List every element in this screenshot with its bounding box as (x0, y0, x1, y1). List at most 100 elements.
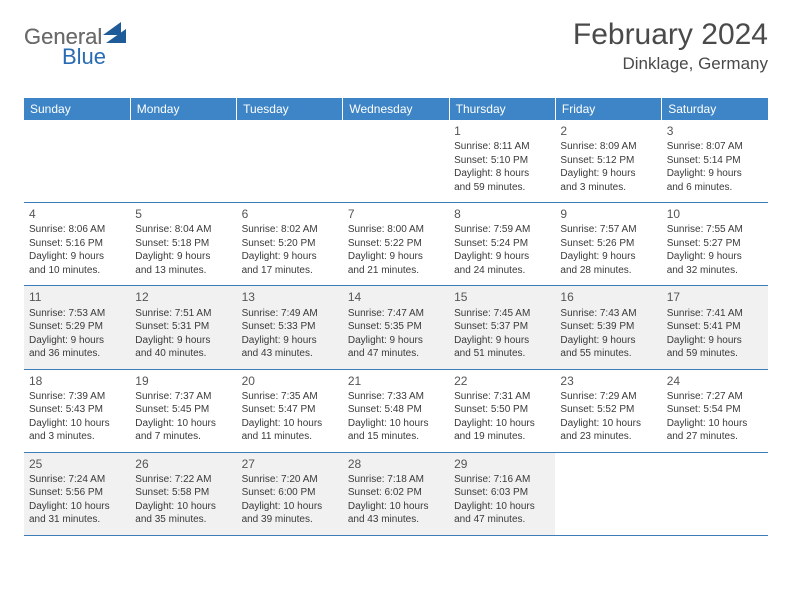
calendar-day-cell: 21Sunrise: 7:33 AMSunset: 5:48 PMDayligh… (343, 369, 449, 452)
day-info-line: and 47 minutes. (348, 347, 444, 361)
calendar-day-cell: 6Sunrise: 8:02 AMSunset: 5:20 PMDaylight… (237, 203, 343, 286)
day-info-line: Daylight: 9 hours (242, 334, 338, 348)
calendar-day-cell: 18Sunrise: 7:39 AMSunset: 5:43 PMDayligh… (24, 369, 130, 452)
day-info-line: Sunrise: 7:59 AM (454, 223, 550, 237)
day-info-line: and 24 minutes. (454, 264, 550, 278)
day-info-line: Sunrise: 7:18 AM (348, 473, 444, 487)
calendar-header-cell: Monday (130, 98, 236, 120)
day-info-line: Sunset: 5:29 PM (29, 320, 125, 334)
day-info-line: Sunset: 5:20 PM (242, 237, 338, 251)
calendar-day-cell: 8Sunrise: 7:59 AMSunset: 5:24 PMDaylight… (449, 203, 555, 286)
day-info-line: Sunset: 6:00 PM (242, 486, 338, 500)
calendar-week-row: 25Sunrise: 7:24 AMSunset: 5:56 PMDayligh… (24, 452, 768, 535)
day-info-line: Sunset: 5:26 PM (560, 237, 656, 251)
day-info-line: Sunset: 5:50 PM (454, 403, 550, 417)
calendar-day-cell: 12Sunrise: 7:51 AMSunset: 5:31 PMDayligh… (130, 286, 236, 369)
calendar-day-cell: 26Sunrise: 7:22 AMSunset: 5:58 PMDayligh… (130, 452, 236, 535)
day-info-line: Sunrise: 7:31 AM (454, 390, 550, 404)
day-info-line: Sunrise: 7:47 AM (348, 307, 444, 321)
day-info-line: Daylight: 10 hours (242, 417, 338, 431)
day-number: 4 (29, 206, 125, 222)
day-info-line: Daylight: 9 hours (667, 167, 763, 181)
calendar-day-cell (24, 120, 130, 203)
day-info-line: and 23 minutes. (560, 430, 656, 444)
calendar-day-cell: 27Sunrise: 7:20 AMSunset: 6:00 PMDayligh… (237, 452, 343, 535)
day-info-line: and 43 minutes. (348, 513, 444, 527)
day-info-line: Daylight: 9 hours (454, 250, 550, 264)
day-info-line: Daylight: 9 hours (560, 250, 656, 264)
day-info-line: Daylight: 9 hours (667, 334, 763, 348)
day-info-line: Daylight: 10 hours (29, 500, 125, 514)
day-info-line: Sunset: 5:39 PM (560, 320, 656, 334)
day-number: 18 (29, 373, 125, 389)
calendar-day-cell (343, 120, 449, 203)
day-number: 12 (135, 289, 231, 305)
day-info-line: Daylight: 8 hours (454, 167, 550, 181)
calendar-day-cell: 2Sunrise: 8:09 AMSunset: 5:12 PMDaylight… (555, 120, 661, 203)
day-info-line: Sunset: 5:54 PM (667, 403, 763, 417)
day-info-line: Sunrise: 8:06 AM (29, 223, 125, 237)
calendar-day-cell: 29Sunrise: 7:16 AMSunset: 6:03 PMDayligh… (449, 452, 555, 535)
day-info-line: and 43 minutes. (242, 347, 338, 361)
day-number: 1 (454, 123, 550, 139)
calendar-day-cell: 20Sunrise: 7:35 AMSunset: 5:47 PMDayligh… (237, 369, 343, 452)
day-info-line: Daylight: 9 hours (135, 334, 231, 348)
day-info-line: Daylight: 10 hours (667, 417, 763, 431)
day-info-line: Daylight: 9 hours (242, 250, 338, 264)
calendar-day-cell: 10Sunrise: 7:55 AMSunset: 5:27 PMDayligh… (662, 203, 768, 286)
day-number: 20 (242, 373, 338, 389)
day-info-line: Sunset: 5:43 PM (29, 403, 125, 417)
day-info-line: Daylight: 9 hours (135, 250, 231, 264)
day-info-line: Sunset: 5:27 PM (667, 237, 763, 251)
day-number: 14 (348, 289, 444, 305)
day-info-line: Sunrise: 7:33 AM (348, 390, 444, 404)
calendar-day-cell: 13Sunrise: 7:49 AMSunset: 5:33 PMDayligh… (237, 286, 343, 369)
day-number: 8 (454, 206, 550, 222)
calendar-day-cell (662, 452, 768, 535)
day-info-line: and 7 minutes. (135, 430, 231, 444)
day-info-line: and 19 minutes. (454, 430, 550, 444)
day-info-line: Sunset: 5:24 PM (454, 237, 550, 251)
day-info-line: Sunset: 6:02 PM (348, 486, 444, 500)
calendar-day-cell: 14Sunrise: 7:47 AMSunset: 5:35 PMDayligh… (343, 286, 449, 369)
calendar-day-cell: 9Sunrise: 7:57 AMSunset: 5:26 PMDaylight… (555, 203, 661, 286)
day-info-line: Sunrise: 8:02 AM (242, 223, 338, 237)
calendar-header-cell: Tuesday (237, 98, 343, 120)
calendar-day-cell: 19Sunrise: 7:37 AMSunset: 5:45 PMDayligh… (130, 369, 236, 452)
day-info-line: Sunrise: 8:00 AM (348, 223, 444, 237)
day-info-line: Daylight: 10 hours (135, 500, 231, 514)
day-number: 17 (667, 289, 763, 305)
day-info-line: Sunset: 5:18 PM (135, 237, 231, 251)
day-number: 27 (242, 456, 338, 472)
day-info-line: Sunrise: 7:20 AM (242, 473, 338, 487)
day-info-line: and 21 minutes. (348, 264, 444, 278)
day-info-line: and 13 minutes. (135, 264, 231, 278)
day-info-line: Sunset: 5:45 PM (135, 403, 231, 417)
calendar-day-cell: 28Sunrise: 7:18 AMSunset: 6:02 PMDayligh… (343, 452, 449, 535)
day-info-line: and 27 minutes. (667, 430, 763, 444)
day-info-line: Daylight: 10 hours (348, 417, 444, 431)
day-info-line: Sunrise: 7:22 AM (135, 473, 231, 487)
day-info-line: Sunset: 5:52 PM (560, 403, 656, 417)
day-number: 11 (29, 289, 125, 305)
day-number: 3 (667, 123, 763, 139)
day-info-line: and 11 minutes. (242, 430, 338, 444)
day-number: 7 (348, 206, 444, 222)
calendar-day-cell: 5Sunrise: 8:04 AMSunset: 5:18 PMDaylight… (130, 203, 236, 286)
day-info-line: Daylight: 9 hours (348, 250, 444, 264)
day-info-line: Sunset: 5:22 PM (348, 237, 444, 251)
day-info-line: Sunset: 6:03 PM (454, 486, 550, 500)
calendar-day-cell: 16Sunrise: 7:43 AMSunset: 5:39 PMDayligh… (555, 286, 661, 369)
day-info-line: and 35 minutes. (135, 513, 231, 527)
logo-triangle-icon-2 (103, 22, 121, 40)
day-info-line: Sunset: 5:41 PM (667, 320, 763, 334)
day-info-line: Sunrise: 8:07 AM (667, 140, 763, 154)
day-number: 13 (242, 289, 338, 305)
day-number: 29 (454, 456, 550, 472)
day-info-line: Sunrise: 7:53 AM (29, 307, 125, 321)
day-info-line: Daylight: 10 hours (454, 500, 550, 514)
day-info-line: Sunrise: 7:55 AM (667, 223, 763, 237)
day-info-line: Sunrise: 7:35 AM (242, 390, 338, 404)
day-info-line: Daylight: 9 hours (667, 250, 763, 264)
day-number: 22 (454, 373, 550, 389)
